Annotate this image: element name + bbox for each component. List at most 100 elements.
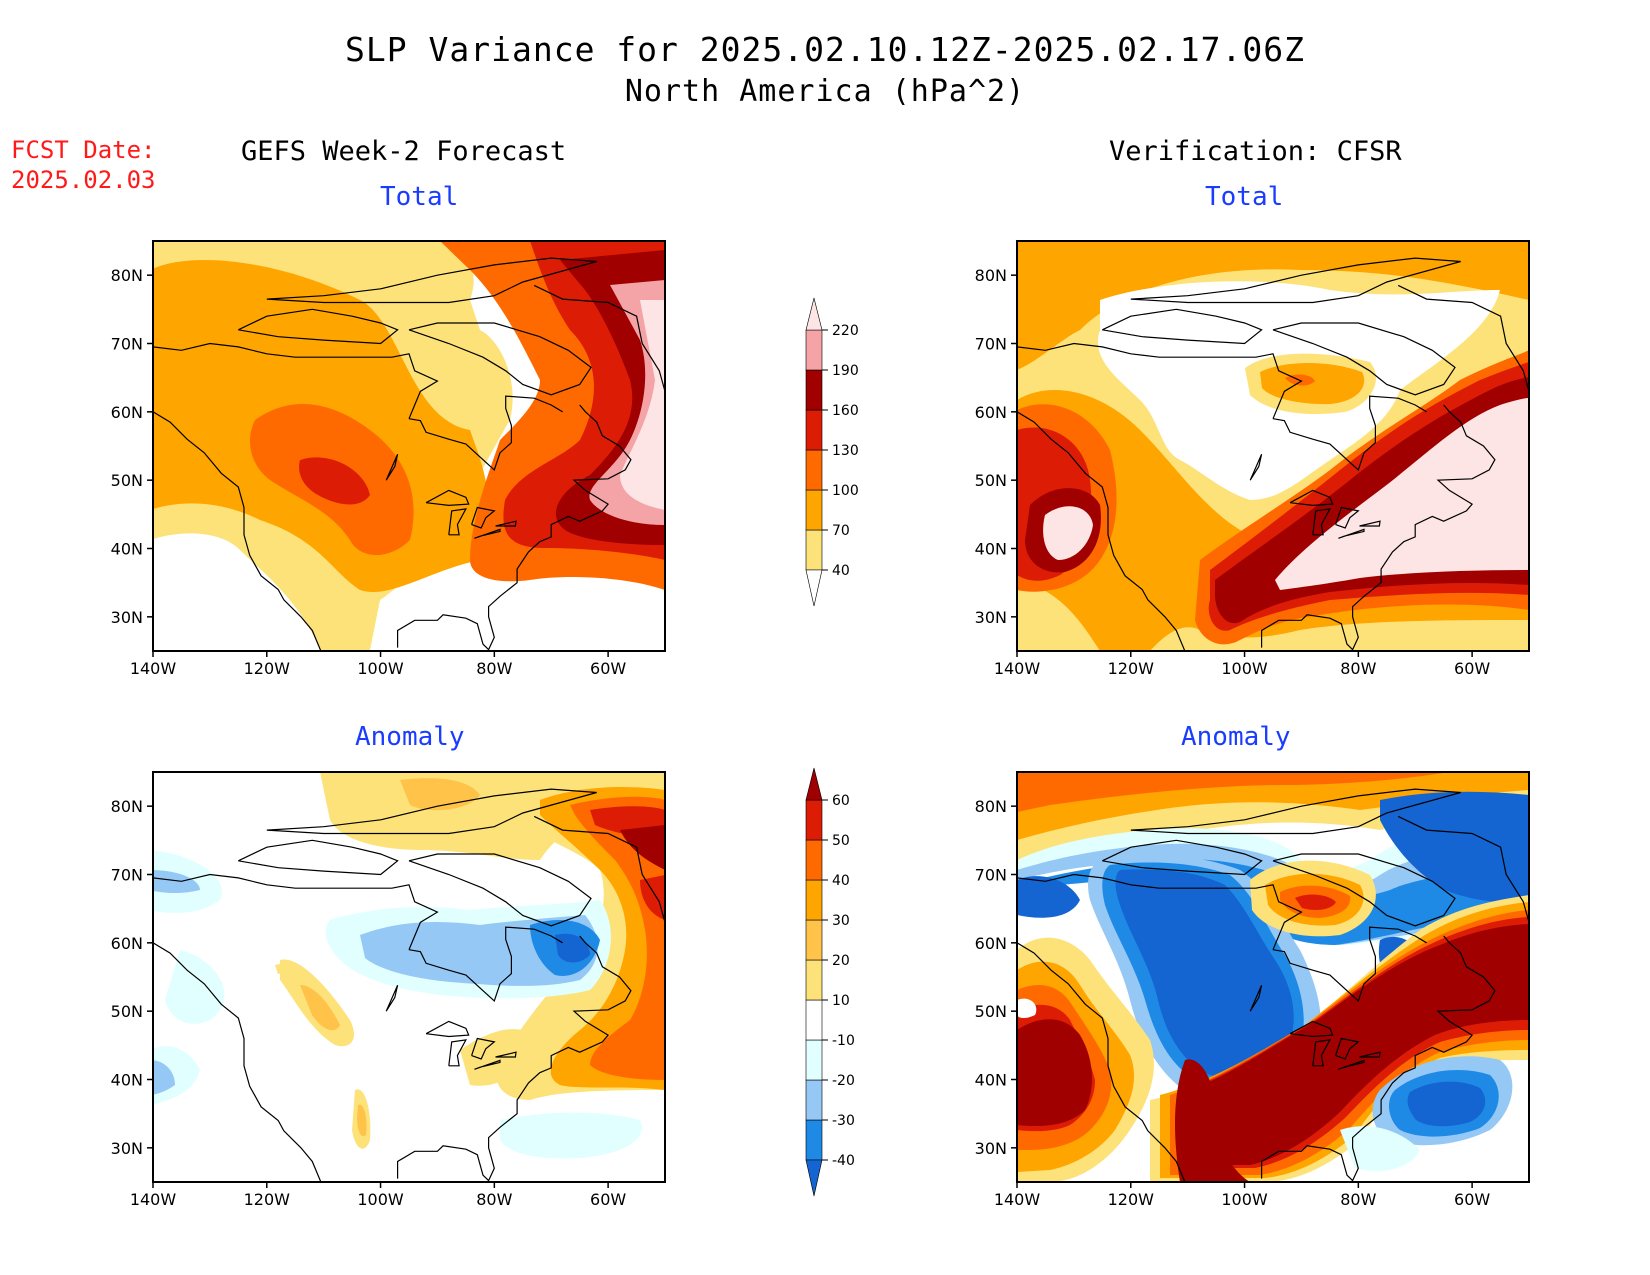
- coast-segment: [1102, 308, 1263, 345]
- x-tick-label: 80W: [1340, 659, 1376, 678]
- y-tick-label: 40N: [975, 1071, 1007, 1090]
- coast-segment: [153, 411, 347, 651]
- panel-verification-total: [1017, 241, 1529, 651]
- colorbar-bin: [805, 999, 823, 1041]
- column-title-verification: Verification: CFSR: [1109, 136, 1402, 167]
- axes: 140W 120W 100W 80W 60W 80N 70N 60N 50N 40N 30N 140W…: [111, 266, 1491, 1209]
- coast-segment: [153, 342, 439, 419]
- coast-segment: [1017, 873, 1303, 950]
- coast-segment: [153, 942, 347, 1182]
- chart-subtitle: North America (hPa^2): [624, 74, 1026, 109]
- x-tick-label: 140W: [994, 1190, 1041, 1209]
- colorbar-label: 220: [832, 323, 859, 339]
- lake-outline: [1359, 520, 1381, 527]
- coast-segment: [1130, 788, 1461, 835]
- colorbar-label: 70: [832, 523, 850, 539]
- coast-segment: [1130, 257, 1461, 304]
- colorbar-label: 190: [832, 363, 859, 379]
- x-tick-label: 120W: [1108, 659, 1155, 678]
- lake-outline: [385, 453, 399, 481]
- y-tick-label: 60N: [111, 403, 143, 422]
- colorbars: 40 70 100 130 160 190 220 -40 -30 -20 -10 10 20 30 40 5…: [805, 297, 859, 1197]
- x-tick-label: 140W: [130, 1190, 177, 1209]
- x-tick-label: 100W: [357, 659, 404, 678]
- x-tick-label: 80W: [476, 1190, 512, 1209]
- coast-segment: [1272, 395, 1427, 471]
- x-tick-label: 60W: [590, 1190, 626, 1209]
- y-tick-label: 30N: [975, 608, 1007, 627]
- coast-segment: [238, 839, 399, 876]
- lake-outline: [1289, 489, 1334, 507]
- y-tick-label: 50N: [111, 471, 143, 490]
- x-tick-label: 60W: [590, 659, 626, 678]
- lake-outline: [1312, 1039, 1331, 1067]
- coast-segment: [153, 873, 439, 950]
- colorbar-bin: [805, 839, 823, 881]
- y-tick-label: 40N: [111, 540, 143, 559]
- colorbar-bin: [805, 879, 823, 921]
- colorbar-label: 130: [832, 443, 859, 459]
- x-tick-label: 100W: [357, 1190, 404, 1209]
- y-tick-label: 80N: [111, 266, 143, 285]
- colorbar-label: 100: [832, 483, 859, 499]
- x-tick-label: 120W: [244, 1190, 291, 1209]
- coast-segment: [397, 935, 632, 1182]
- colorbar-bin: [805, 959, 823, 1001]
- lake-outline: [471, 1037, 496, 1060]
- panel-frames: [152, 240, 1530, 1183]
- y-tick-label: 40N: [975, 540, 1007, 559]
- y-tick-label: 80N: [975, 797, 1007, 816]
- x-tick-label: 140W: [994, 659, 1041, 678]
- colorbar-label: 40: [832, 563, 850, 579]
- x-tick-label: 120W: [1108, 1190, 1155, 1209]
- lake-outline: [471, 506, 496, 529]
- y-tick-label: 60N: [111, 934, 143, 953]
- coast-segment: [1261, 935, 1496, 1182]
- colorbar-bin: [805, 449, 823, 491]
- column-title-forecast: GEFS Week-2 Forecast: [241, 136, 567, 167]
- colorbar-bin: [805, 329, 823, 371]
- colorbar-label: 50: [832, 833, 850, 849]
- panel-verification-anomaly: [1017, 772, 1529, 1182]
- colorbar-anomaly: -40 -30 -20 -10 10 20 30 40 50 60: [805, 767, 855, 1197]
- colorbar-arrow-top: [805, 767, 823, 801]
- axes-verification-anomaly: 140W 120W 100W 80W 60W 80N 70N 60N 50N 40N 30N: [975, 797, 1491, 1209]
- coastline-verification-anomaly: [1017, 788, 1529, 1182]
- y-tick-label: 80N: [111, 797, 143, 816]
- y-tick-label: 50N: [975, 1002, 1007, 1021]
- lake-outline: [1289, 1020, 1334, 1038]
- x-tick-label: 80W: [476, 659, 512, 678]
- lake-outline: [1338, 528, 1365, 539]
- x-tick-label: 120W: [244, 659, 291, 678]
- colorbar-label: 20: [832, 953, 850, 969]
- lake-outline: [1249, 984, 1263, 1012]
- y-tick-label: 70N: [975, 866, 1007, 885]
- lake-outline: [425, 489, 470, 507]
- colorbar-label: 30: [832, 913, 850, 929]
- colorbar-bin: [805, 489, 823, 531]
- lake-outline: [1359, 1051, 1381, 1058]
- x-tick-label: 100W: [1221, 1190, 1268, 1209]
- y-tick-label: 80N: [975, 266, 1007, 285]
- coast-segment: [238, 308, 399, 345]
- colorbar-label: -20: [832, 1073, 855, 1089]
- lake-outline: [495, 1051, 517, 1058]
- fcst-date-value: 2025.02.03: [11, 166, 156, 194]
- coast-segment: [1272, 926, 1427, 1002]
- colorbar-label: 160: [832, 403, 859, 419]
- colorbar-bin: [805, 369, 823, 411]
- y-tick-label: 30N: [111, 1139, 143, 1158]
- coast-segment: [1261, 404, 1496, 651]
- lake-outline: [1249, 453, 1263, 481]
- x-tick-label: 100W: [1221, 659, 1268, 678]
- y-tick-label: 50N: [975, 471, 1007, 490]
- y-tick-label: 70N: [975, 335, 1007, 354]
- coastline-verification-total: [1017, 257, 1529, 651]
- y-tick-label: 70N: [111, 335, 143, 354]
- panel-forecast-total: [153, 241, 665, 651]
- colorbar-bin: [805, 1079, 823, 1121]
- y-tick-label: 50N: [111, 1002, 143, 1021]
- coast-segment: [408, 853, 592, 927]
- lake-outline: [448, 508, 467, 536]
